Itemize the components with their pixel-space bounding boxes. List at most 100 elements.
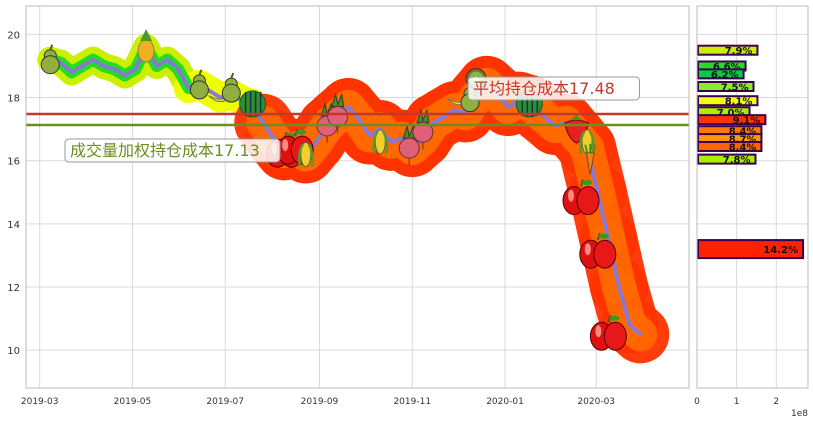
volume-bar [697, 153, 757, 165]
price-point [133, 67, 137, 71]
price-point [112, 67, 116, 71]
volume-bar-label: 7.0% [717, 108, 745, 119]
y-tick-label: 10 [7, 346, 20, 357]
volume-bars-layer: 7.9%6.6%6.2%7.5%8.1%7.0%9.1%8.4%8.7%8.4%… [697, 44, 805, 260]
apple-leaf [598, 233, 609, 239]
radish-leaves [331, 92, 345, 107]
apple-shine [282, 139, 289, 152]
price-point [453, 108, 457, 112]
price-point [400, 137, 404, 141]
price-point [617, 285, 621, 289]
price-point [357, 118, 361, 122]
volume-bar-label: 7.8% [723, 155, 751, 166]
avg-cost-label-text: 平均持仓成本17.48 [473, 79, 615, 98]
price-point [123, 73, 127, 77]
price-point [314, 140, 318, 144]
pear-stem [198, 69, 203, 76]
radish-body [398, 137, 420, 159]
pear-stem [230, 72, 235, 79]
corn-icon [297, 141, 314, 167]
price-point [102, 64, 106, 68]
price-point [432, 121, 436, 125]
main-axes-frame [25, 5, 690, 389]
pear-body [221, 83, 241, 103]
volume-bar-label: 6.2% [711, 70, 739, 81]
volume-bar-label: 14.2% [763, 245, 798, 256]
apple-icon [562, 179, 600, 216]
vwap-cost-label-text: 成交量加权持仓成本17.13 [70, 141, 260, 160]
price-point [187, 86, 191, 90]
pear-icon [221, 72, 241, 103]
radish-body [327, 106, 349, 127]
price-point [638, 332, 642, 336]
volume-bar [697, 140, 763, 152]
apple-icon [579, 232, 617, 269]
apple-body [593, 239, 617, 269]
price-point [368, 133, 372, 137]
x-tick-label: 2019-05 [114, 397, 152, 407]
pear-body [40, 55, 60, 75]
pear-body [189, 80, 209, 100]
volume-bar [697, 239, 805, 260]
y-tick-label: 16 [7, 157, 20, 168]
corn-cob [374, 129, 386, 155]
avg-cost-label-box [467, 76, 640, 101]
carrot-leaves [584, 143, 597, 153]
price-point [261, 121, 265, 125]
price-point [346, 105, 350, 109]
vwap-cost-label: 成交量加权持仓成本17.13 [64, 138, 281, 163]
apple-stem [580, 179, 584, 187]
corn-icon [372, 129, 389, 155]
strawberry-leaves [570, 115, 583, 121]
y-tick-label: 14 [7, 220, 20, 231]
watermelon-icon [239, 90, 267, 118]
volume-bar [697, 81, 755, 93]
volume-bar-label: 8.1% [725, 97, 753, 108]
side-x-tick-label: 2 [773, 397, 779, 407]
y-tick-label: 12 [7, 283, 20, 294]
x-tick-label: 2019-03 [21, 397, 59, 407]
price-point [91, 58, 95, 62]
radish-icon [398, 124, 420, 166]
volume-bar-label: 8.4% [729, 127, 757, 138]
price-point [219, 96, 223, 100]
price-point [389, 140, 393, 144]
pear-icon [189, 69, 209, 100]
volume-bar [697, 44, 759, 56]
price-point [165, 58, 169, 62]
y-tick-label: 18 [7, 94, 20, 105]
side-x-offset-label: 1e8 [791, 409, 808, 419]
pineapple-body [137, 39, 155, 63]
volume-bar-label: 8.7% [729, 135, 757, 146]
avg-cost-label: 平均持仓成本17.48 [467, 76, 640, 101]
price-point [59, 61, 63, 65]
x-tick-label: 2020-03 [577, 397, 615, 407]
price-point [506, 105, 510, 109]
volume-bar-label: 9.1% [733, 116, 761, 127]
corn-husk [297, 143, 314, 167]
apple-leaf [609, 315, 620, 321]
radish-leaves [402, 124, 416, 139]
apple-shine [584, 243, 591, 256]
side-x-tick-label: 0 [694, 397, 700, 407]
volume-bar-label: 7.9% [725, 46, 753, 57]
vwap-cost-label-box [64, 138, 281, 163]
y-tick-label: 20 [7, 30, 20, 41]
side-x-tick-label: 1 [734, 397, 740, 407]
apple-icon [589, 315, 627, 351]
apple-leaf [582, 180, 592, 186]
cost-annotations: 平均持仓成本17.48 成交量加权持仓成本17.13 [26, 76, 689, 163]
volume-bar-label: 7.5% [721, 83, 749, 94]
apple-stem [596, 232, 601, 241]
price-point [628, 323, 632, 327]
side-axes-frame [696, 5, 809, 389]
pear-icon [40, 44, 60, 75]
apple-stem [607, 315, 612, 323]
pear-stem [49, 44, 54, 51]
x-tick-label: 2020-01 [486, 397, 524, 407]
corn-cob [300, 141, 312, 167]
apple-shine [568, 189, 574, 202]
pineapple-leaves [140, 29, 153, 41]
